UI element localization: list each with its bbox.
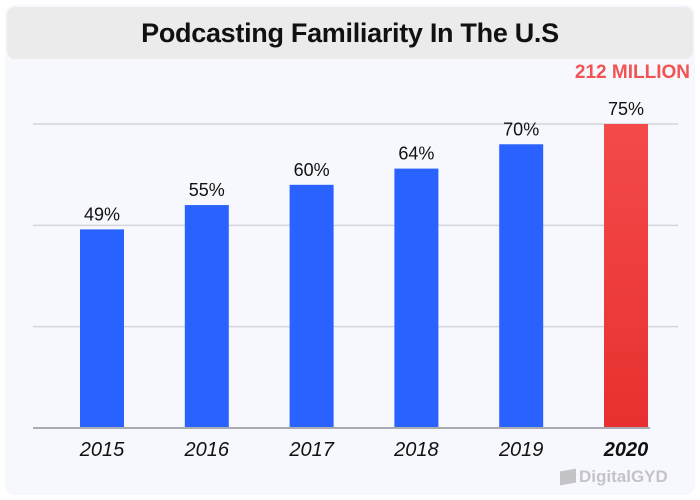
bar-2015 — [80, 229, 124, 428]
x-tick-label-2019: 2019 — [498, 439, 544, 461]
x-tick-label-2016: 2016 — [184, 439, 230, 461]
chart-title: Podcasting Familiarity In The U.S — [141, 17, 559, 48]
annotation-label: 212 MILLION — [574, 62, 690, 83]
logo-icon — [560, 468, 576, 486]
data-label-2019: 70% — [503, 119, 539, 139]
data-label-2017: 60% — [294, 160, 330, 180]
bar-2016 — [184, 205, 229, 428]
data-label-2015: 49% — [84, 204, 120, 224]
x-tick-label-2018: 2018 — [393, 439, 439, 461]
x-tick-label-2017: 2017 — [288, 439, 334, 461]
watermark-logo: DigitalGYD — [560, 467, 668, 487]
bar-2018 — [394, 168, 439, 428]
x-tick-label-2015: 2015 — [79, 439, 125, 461]
title-bar: Podcasting Familiarity In The U.S — [7, 7, 693, 59]
bar-2019 — [499, 144, 544, 428]
bar-2017 — [289, 184, 334, 428]
data-label-2016: 55% — [189, 180, 225, 200]
watermark-text: DigitalGYD — [579, 467, 668, 486]
data-label-2020: 75% — [608, 99, 644, 119]
data-label-2018: 64% — [398, 144, 434, 164]
x-tick-label-2020: 2020 — [603, 439, 649, 461]
bar-2020 — [604, 124, 648, 428]
